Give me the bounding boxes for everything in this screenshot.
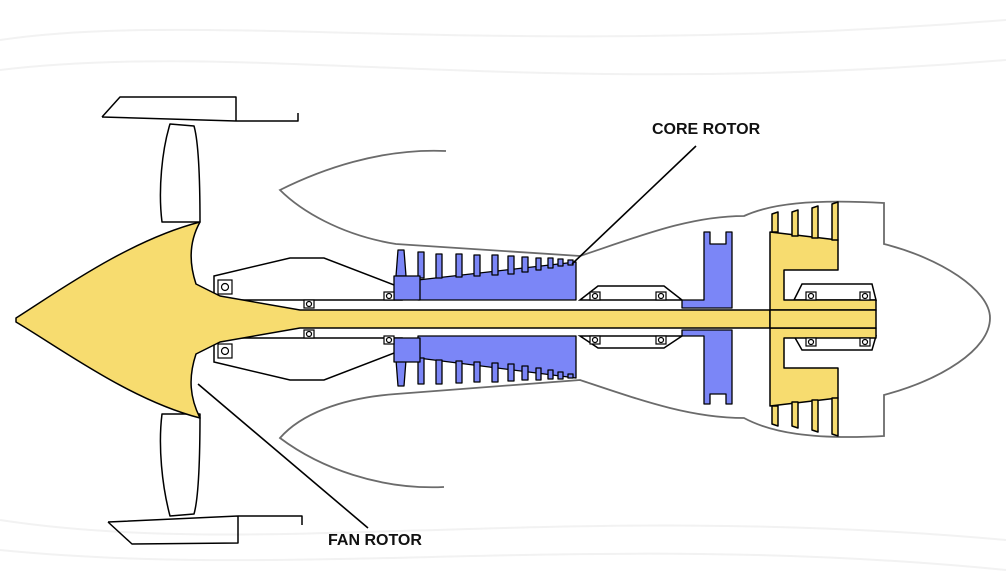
compressor-blade xyxy=(455,360,463,384)
nacelle-cowl xyxy=(101,96,303,545)
bearing-icon xyxy=(805,337,817,347)
core-spacer-upper xyxy=(393,275,421,301)
core-casing xyxy=(278,149,991,489)
bearing-icon xyxy=(217,343,233,359)
compressor-blade xyxy=(557,371,564,380)
lp-turbine-blade xyxy=(771,211,779,233)
bearing-icon xyxy=(859,337,871,347)
lp-turbine-blade xyxy=(771,405,779,427)
lp-turbine-tail xyxy=(769,309,877,329)
compressor-blade xyxy=(567,259,574,266)
core-rotor-leader xyxy=(571,145,697,265)
fan-rotor-leader xyxy=(197,383,369,529)
lp-turbine-blade xyxy=(831,201,839,241)
compressor-blade xyxy=(567,373,574,379)
hp-turbine-upper xyxy=(681,231,733,309)
upper-casing xyxy=(278,149,991,319)
compressor-blade xyxy=(473,361,481,383)
compressor-blade xyxy=(547,257,554,269)
compressor-blade xyxy=(507,363,515,382)
compressor-blade xyxy=(455,253,463,278)
bearing-icon xyxy=(303,329,315,339)
core-rotor xyxy=(393,231,733,405)
bearings xyxy=(217,279,871,359)
fan-blades xyxy=(159,123,201,517)
core-rotor-label: CORE ROTOR xyxy=(652,121,761,138)
background-swooshes xyxy=(0,19,1006,571)
bearing-icon xyxy=(589,291,601,301)
bearing-icon xyxy=(655,335,667,345)
compressor-blade xyxy=(435,359,443,385)
lp-turbine-blade xyxy=(811,399,819,433)
compressor-blade xyxy=(491,362,499,383)
bearing-icon xyxy=(217,279,233,295)
compressor-blade xyxy=(535,367,542,381)
bearing-icon xyxy=(383,291,395,301)
compressor-blade xyxy=(417,251,425,279)
hp-turbine-lower xyxy=(681,329,733,405)
compressor-blade xyxy=(491,254,499,276)
lp-turbine-blade xyxy=(831,397,839,437)
compressor-blade xyxy=(417,357,425,385)
compressor-blade xyxy=(395,249,407,277)
upper-cowl xyxy=(101,96,299,122)
compressor-blade xyxy=(521,365,529,381)
compressor-blade xyxy=(473,254,481,277)
lp-turbine-blade xyxy=(811,205,819,239)
compressor-blade xyxy=(535,257,542,271)
lp-turbine-blade xyxy=(791,209,799,237)
bearing-icon xyxy=(805,291,817,301)
compressor-blade xyxy=(507,255,515,275)
bearing-icon xyxy=(589,335,601,345)
bearing-icon xyxy=(655,291,667,301)
compressor-blade xyxy=(395,359,407,387)
compressor-blade xyxy=(521,256,529,273)
compressor-blade xyxy=(547,369,554,380)
compressor-blade xyxy=(435,253,443,279)
fan-spinner-and-shaft xyxy=(15,221,771,419)
upper-fan-blade xyxy=(159,123,201,223)
fan-rotor-label: FAN ROTOR xyxy=(328,532,422,549)
fan-rotor xyxy=(15,201,877,437)
bearing-icon xyxy=(383,335,395,345)
lower-fan-blade xyxy=(159,413,201,517)
core-spacer-lower xyxy=(393,337,421,363)
bearing-icon xyxy=(859,291,871,301)
bearing-icon xyxy=(303,299,315,309)
compressor-blade xyxy=(557,258,564,267)
lower-casing xyxy=(278,317,991,489)
lp-turbine-blade xyxy=(791,401,799,429)
front-bearing-housing-upper xyxy=(213,257,403,301)
lower-cowl xyxy=(107,515,303,545)
front-bearing-housing-lower xyxy=(213,337,403,381)
